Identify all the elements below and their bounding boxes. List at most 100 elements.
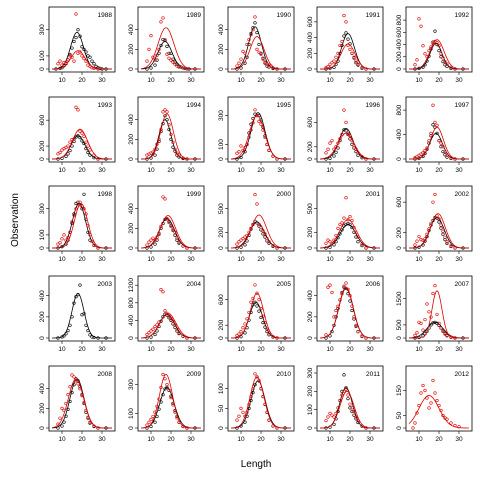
black-observation-point [249,32,253,36]
red-observation-point [354,147,358,151]
x-tick-label: 30 [277,346,285,353]
panel-year-label: 1991 [366,12,381,19]
red-observation-point [243,235,247,239]
x-tick-label: 30 [98,167,106,174]
black-observation-point [437,220,441,224]
red-observation-point [235,151,239,155]
y-tick-label: 200 [396,227,403,238]
black-observation-point [243,243,247,247]
red-fit-line [320,43,380,70]
black-observation-point [68,399,72,404]
red-observation-point [171,319,175,323]
red-observation-point [161,195,165,199]
red-observation-point [74,12,78,16]
red-observation-point [96,157,100,161]
panel-year-label: 1995 [277,102,292,109]
x-tick-label: 30 [187,436,195,443]
red-observation-point [441,56,445,60]
red-observation-point [245,317,249,321]
red-observation-point [275,336,279,340]
black-observation-point [356,240,360,244]
red-observation-point [423,318,427,322]
red-observation-point [165,311,169,315]
red-observation-point [62,408,66,412]
x-tick-label: 20 [257,346,265,353]
red-observation-point [421,238,425,242]
black-observation-point [92,335,96,340]
red-observation-point [167,388,171,392]
black-observation-point [443,63,447,67]
panel-year-label: 2004 [187,281,202,288]
black-observation-point [336,236,340,240]
red-observation-point [151,236,155,240]
black-observation-point [253,21,257,25]
red-fit-line [409,290,469,339]
x-tick-label: 20 [346,256,354,263]
black-observation-point [431,123,435,127]
red-observation-point [253,372,257,376]
x-tick-label: 30 [366,436,374,443]
black-fit-line [319,224,380,249]
red-observation-point [269,64,273,68]
red-observation-point [265,410,269,414]
red-observation-point [86,144,90,148]
red-observation-point [354,230,358,234]
red-observation-point [149,34,153,38]
black-observation-point [64,414,68,418]
black-fit-line [51,135,112,160]
black-observation-point [153,420,157,424]
red-observation-point [157,231,161,235]
red-observation-point [364,157,368,161]
red-observation-point [149,329,153,333]
red-observation-point [153,410,157,414]
black-fit-line [140,313,201,339]
red-observation-point [177,153,181,157]
red-observation-point [334,145,338,149]
red-observation-point [235,242,239,246]
red-observation-point [413,333,417,337]
red-observation-point [441,145,445,149]
panel-2003: 2003 10 20 30 0 200 400 [39,275,116,353]
red-observation-point [445,417,449,421]
black-observation-point [68,148,72,153]
red-observation-point [364,67,368,71]
black-observation-point [235,426,239,430]
red-observation-point [253,15,257,19]
red-observation-point [423,388,427,393]
panel-plot-area [319,196,380,250]
x-tick-label: 30 [98,346,106,353]
red-observation-point [163,37,167,42]
y-tick-label: 0 [218,246,225,250]
red-observation-point [173,230,177,234]
red-observation-point [88,148,92,152]
red-observation-point [441,329,445,334]
y-tick-label: 400 [218,24,225,35]
red-fit-line [409,126,469,160]
x-tick-label: 20 [78,256,86,263]
red-observation-point [445,153,449,157]
black-observation-point [145,67,149,71]
x-tick-label: 10 [237,256,245,263]
black-observation-point [437,49,441,53]
red-observation-point [348,47,352,51]
red-observation-point [157,397,161,401]
y-tick-label: 300 [307,367,314,378]
red-observation-point [181,334,185,338]
x-tick-label: 30 [277,167,285,174]
red-observation-point [431,103,435,107]
red-observation-point [243,414,247,418]
red-observation-point [346,287,350,291]
y-tick-label: 100 [218,139,225,150]
red-observation-point [239,57,243,61]
red-observation-point [169,396,173,400]
red-observation-point [173,410,177,414]
black-observation-point [439,226,443,230]
panel-1996: 1996 10 20 30 0 200 600 [307,96,384,174]
red-observation-point [352,143,356,148]
red-observation-point [153,147,157,151]
red-observation-point [332,147,336,151]
x-tick-label: 10 [58,167,66,174]
red-observation-point [437,321,441,325]
y-tick-label: 200 [39,311,46,322]
